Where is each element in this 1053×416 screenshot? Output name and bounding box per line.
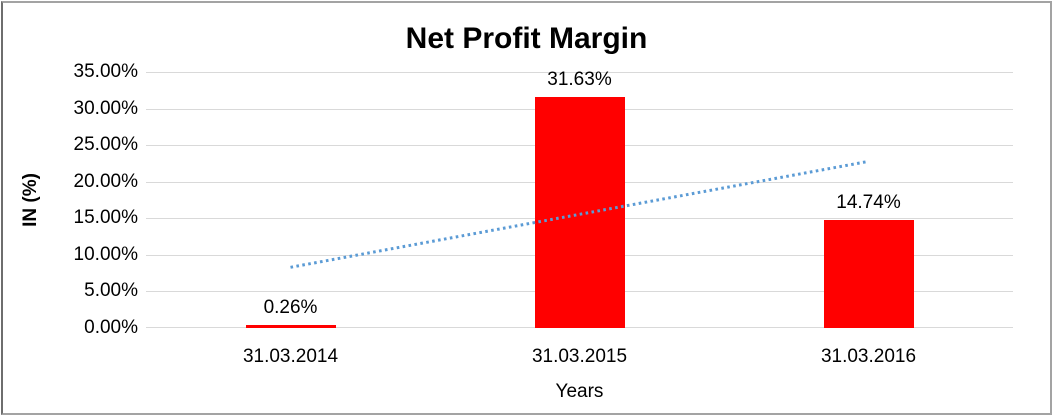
data-label: 14.74% <box>836 192 901 214</box>
y-tick-label: 15.00% <box>73 207 138 229</box>
y-tick-label: 25.00% <box>73 134 138 156</box>
data-label: 0.26% <box>263 296 318 318</box>
y-tick-label: 10.00% <box>73 243 138 265</box>
plot-area: 0.26% 31.63% 14.74% <box>146 68 1013 328</box>
y-tick-label: 30.00% <box>73 97 138 119</box>
bar-31.03.2016 <box>823 220 914 328</box>
gridline <box>146 72 1013 73</box>
x-category-label: 31.03.2014 <box>242 346 339 367</box>
y-tick-label: 20.00% <box>73 170 138 192</box>
y-tick-label: 35.00% <box>73 61 138 82</box>
y-tick-label: 5.00% <box>84 280 138 302</box>
bar-31.03.2015 <box>534 96 625 328</box>
trendline <box>290 159 869 269</box>
x-category-label: 31.03.2015 <box>531 346 628 367</box>
chart-title: Net Profit Margin <box>405 22 648 55</box>
x-axis-title: Years <box>555 381 604 402</box>
y-tick-label: 0.00% <box>84 317 138 338</box>
bar-31.03.2014 <box>245 324 336 328</box>
x-category-label: 31.03.2016 <box>820 346 917 367</box>
data-label: 31.63% <box>547 68 612 90</box>
